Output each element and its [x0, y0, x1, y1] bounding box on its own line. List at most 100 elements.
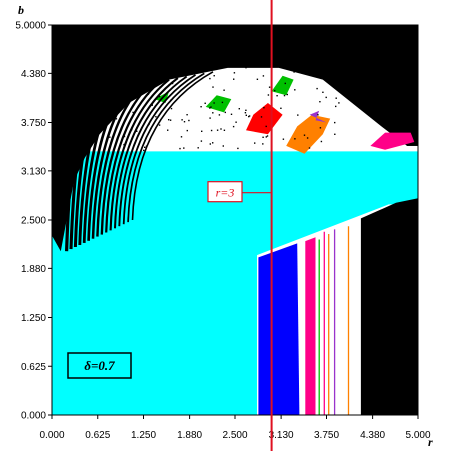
- stripe-9: [105, 80, 162, 233]
- speckle: [244, 112, 247, 114]
- speckle: [144, 146, 146, 148]
- speckle: [216, 64, 218, 67]
- speckle: [183, 121, 186, 123]
- stripe-1: [69, 93, 92, 250]
- speckle: [132, 111, 134, 114]
- speckle: [230, 113, 233, 115]
- speckle: [186, 114, 188, 116]
- stripe-12: [118, 75, 188, 227]
- speckle: [274, 89, 276, 92]
- speckle: [151, 104, 153, 106]
- vertical-streaks: [318, 226, 350, 415]
- r-label-box: [207, 181, 243, 203]
- speckle: [306, 137, 309, 139]
- speckle: [160, 73, 163, 76]
- speckle: [210, 129, 213, 132]
- speckle: [213, 102, 215, 104]
- speckle: [335, 97, 337, 99]
- speckle: [168, 119, 170, 121]
- speckle: [212, 142, 214, 144]
- stripe-14: [127, 72, 205, 223]
- region-green-lobe-2: [271, 75, 294, 96]
- speckle: [168, 84, 170, 86]
- speckle: [263, 107, 265, 109]
- speckle: [145, 145, 148, 147]
- speckle: [170, 107, 173, 110]
- speckle: [134, 87, 136, 89]
- parameter-box: [67, 352, 132, 379]
- speckle: [338, 102, 340, 104]
- x-axis-ticks: 0.000 0.625 1.250 1.880 2.500 3.130 3.750 4.380…: [39, 415, 431, 441]
- speckle: [133, 81, 135, 84]
- region-orange-lobe: [286, 114, 331, 154]
- speckle: [218, 114, 221, 116]
- speckle: [237, 147, 239, 150]
- speckle: [325, 96, 327, 99]
- speckle: [268, 86, 271, 88]
- region-purple-lobe: [309, 110, 327, 123]
- region-magenta-lobe: [370, 132, 415, 150]
- y-axis-label: b: [18, 3, 24, 17]
- speckle: [105, 84, 107, 87]
- speckle: [280, 107, 282, 109]
- speckle: [204, 102, 206, 104]
- speckle: [209, 117, 211, 119]
- y-tick-label: 0.625: [21, 362, 46, 373]
- speckle: [109, 136, 111, 138]
- parameter-label: δ=0.7: [84, 358, 115, 373]
- speckle: [265, 125, 267, 128]
- speckle: [335, 105, 337, 108]
- region-cyan-basin: [52, 151, 418, 415]
- speckle: [111, 116, 114, 118]
- speckle: [327, 76, 329, 78]
- speckle: [254, 142, 256, 144]
- speckle: [216, 129, 219, 131]
- speckle: [223, 129, 226, 131]
- speckle: [200, 140, 203, 142]
- basin-stripes: [65, 71, 214, 252]
- region-black-right: [360, 198, 418, 415]
- x-tick-label: 1.880: [177, 430, 202, 441]
- speckle: [317, 114, 319, 116]
- basin-regions: [52, 25, 418, 415]
- speckle: [233, 72, 236, 74]
- speckle: [110, 98, 112, 100]
- x-tick-label: 2.500: [222, 430, 247, 441]
- speckle: [184, 70, 187, 72]
- speckle: [286, 93, 288, 96]
- region-magenta-band: [305, 237, 316, 415]
- speckle: [319, 127, 322, 129]
- speckle: [294, 89, 296, 91]
- speckle: [140, 83, 142, 85]
- speckle: [319, 101, 321, 103]
- scatter-points: [104, 64, 340, 152]
- y-tick-label: 3.130: [21, 166, 46, 177]
- speckle: [233, 78, 235, 80]
- speckle: [223, 89, 225, 91]
- speckle: [135, 89, 137, 91]
- speckle: [334, 133, 336, 135]
- speckle: [167, 67, 170, 70]
- speckle: [136, 130, 138, 132]
- speckle: [256, 78, 259, 80]
- speckle: [265, 136, 267, 138]
- speckle: [181, 119, 183, 121]
- speckle: [322, 91, 324, 93]
- speckle: [169, 119, 172, 121]
- y-tick-label: 1.250: [21, 313, 46, 324]
- speckle: [330, 66, 332, 68]
- speckle: [283, 94, 286, 97]
- y-tick-label: 4.380: [21, 69, 46, 80]
- speckle: [220, 128, 222, 130]
- speckle: [316, 87, 318, 90]
- stripe-8: [100, 81, 153, 235]
- speckle: [297, 114, 299, 116]
- speckle: [197, 147, 199, 149]
- speckle: [222, 145, 224, 147]
- speckle: [148, 123, 150, 126]
- speckle: [159, 86, 161, 88]
- y-tick-label: 2.500: [21, 216, 46, 227]
- speckle: [310, 66, 312, 69]
- speckle: [121, 74, 124, 76]
- y-tick-label: 5.0000: [15, 21, 46, 32]
